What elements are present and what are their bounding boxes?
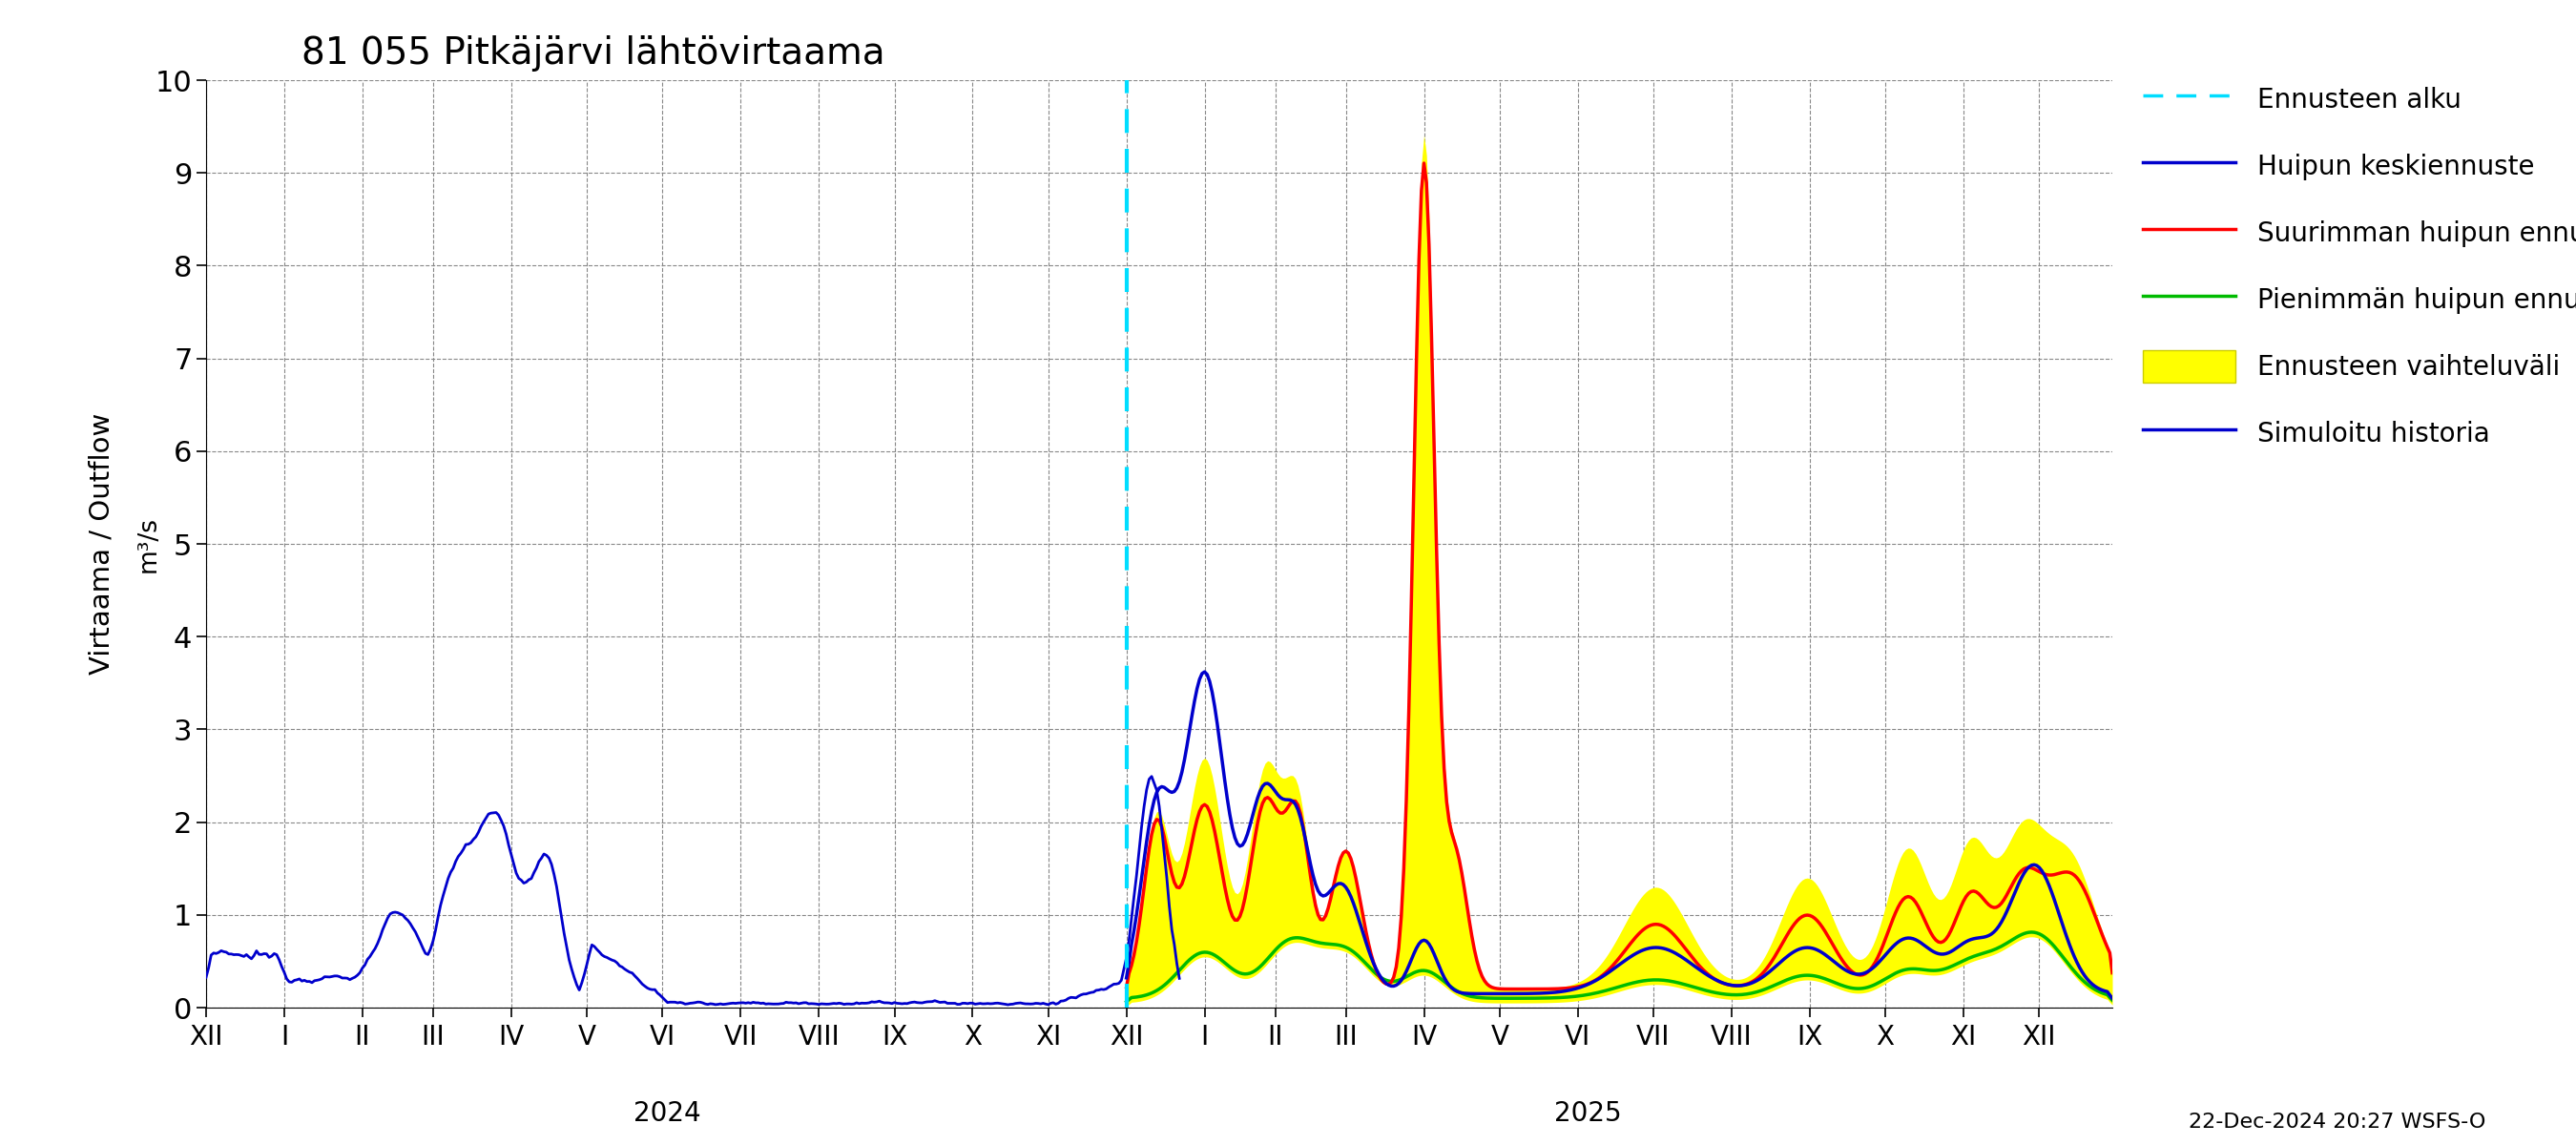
Text: m³/s: m³/s <box>137 515 162 572</box>
Text: Virtaama / Outflow: Virtaama / Outflow <box>88 413 113 674</box>
Legend: Ennusteen alku, Huipun keskiennuste, Suurimman huipun ennuste, Pienimmän huipun : Ennusteen alku, Huipun keskiennuste, Suu… <box>2136 74 2576 457</box>
Text: 2025: 2025 <box>1553 1100 1620 1127</box>
Text: 81 055 Pitkäjärvi lähtövirtaama: 81 055 Pitkäjärvi lähtövirtaama <box>301 35 886 72</box>
Text: 22-Dec-2024 20:27 WSFS-O: 22-Dec-2024 20:27 WSFS-O <box>2190 1112 2486 1131</box>
Text: 2024: 2024 <box>634 1100 701 1127</box>
